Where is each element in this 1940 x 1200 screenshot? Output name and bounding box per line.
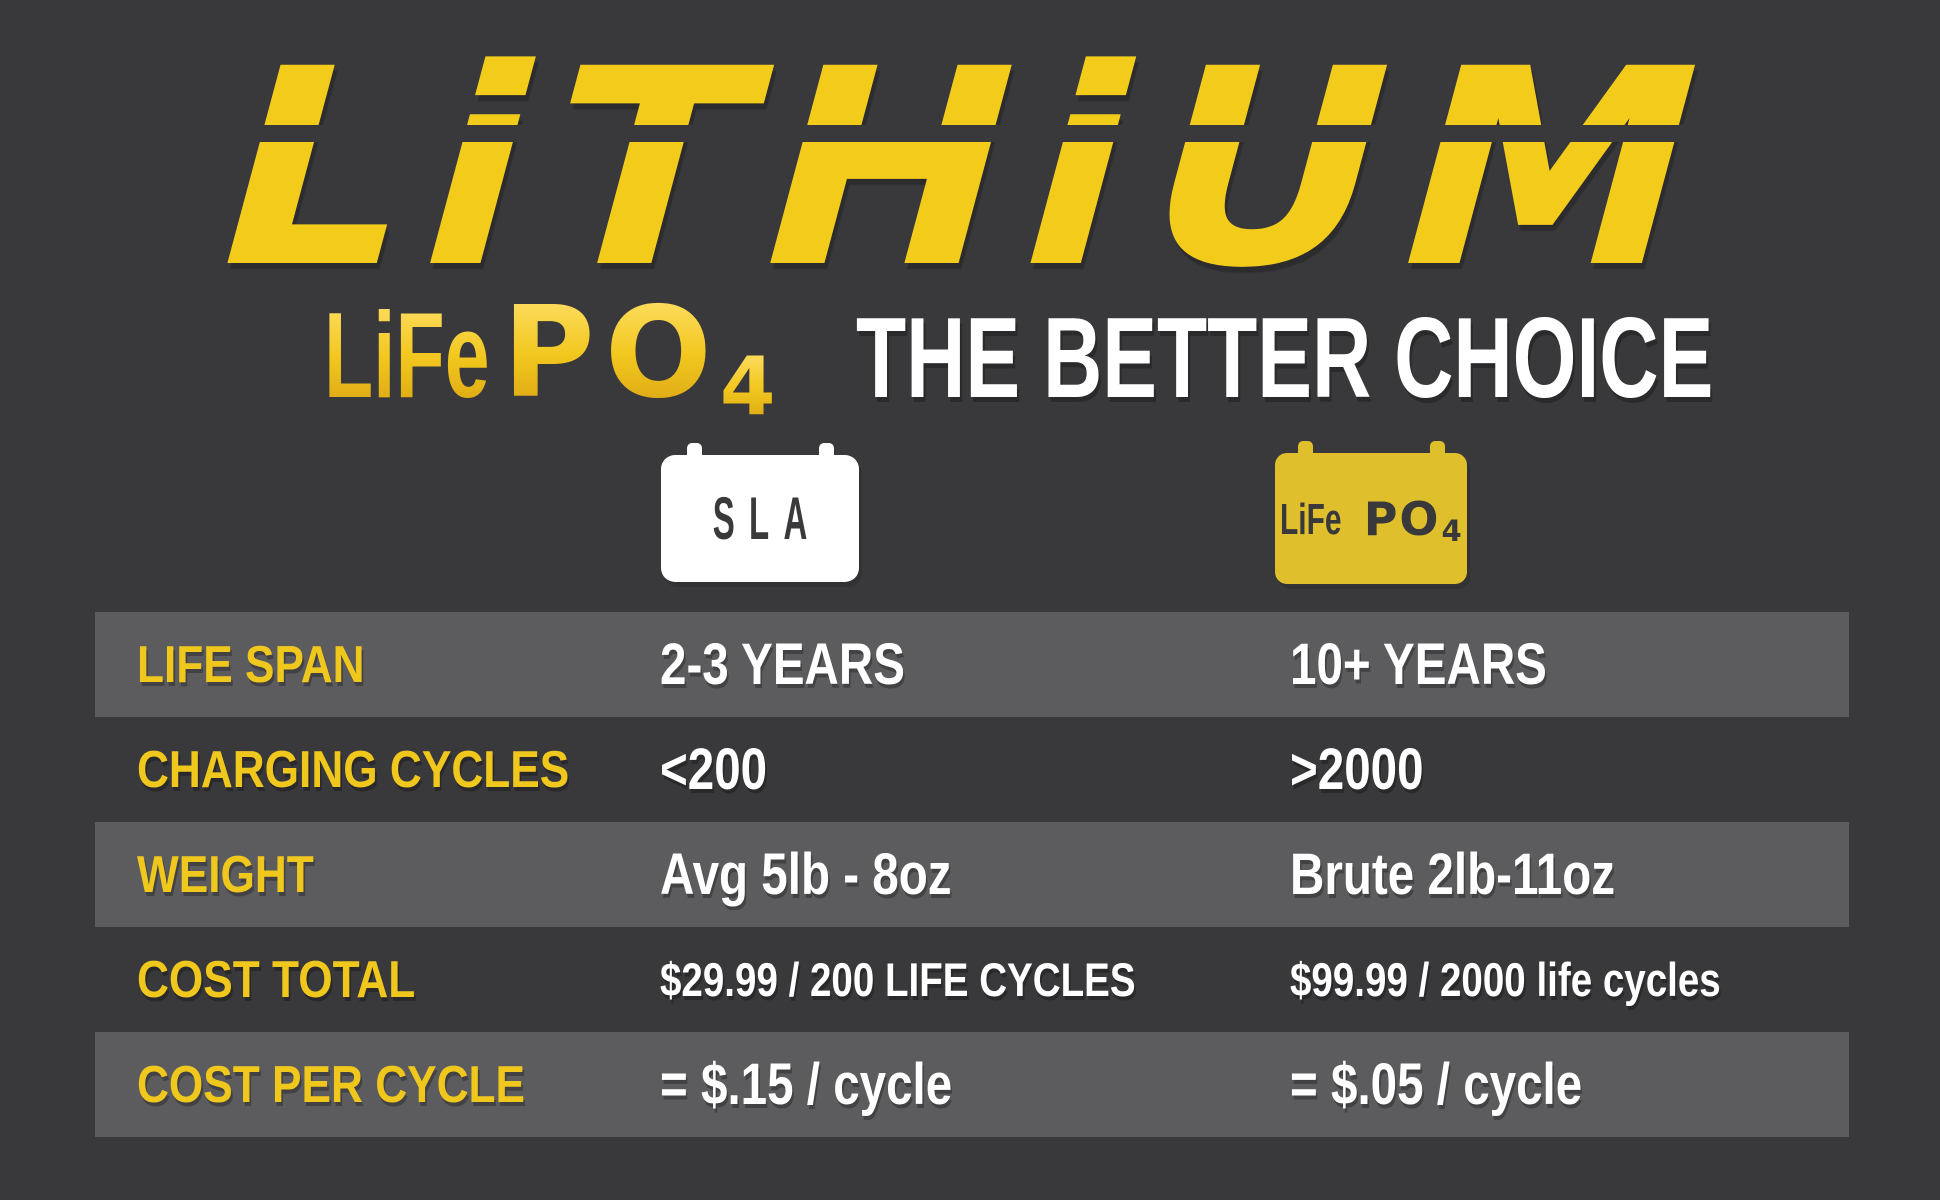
logo-po-text: PO [502,279,722,426]
table-row-cost-total: COST TOTAL $29.99 / 200 LIFE CYCLES $99.… [95,927,1849,1032]
lifepo4-value: >2000 [1290,736,1424,802]
table-row-cost-per-cycle: COST PER CYCLE = $.15 / cycle = $.05 / c… [95,1032,1849,1137]
sla-battery-icon: SLA [661,443,859,582]
row-label: LIFE SPAN [137,635,365,694]
lifepo4-value: Brute 2lb-11oz [1290,841,1616,907]
sla-value: <200 [660,736,768,802]
row-label: COST PER CYCLE [137,1055,526,1114]
mini-logo-po: PO [1363,491,1441,546]
sla-value: $29.99 / 200 LIFE CYCLES [660,953,1136,1006]
lifepo4-value: $99.99 / 2000 life cycles [1290,953,1721,1006]
stencil-cut-stripe [0,125,1940,142]
row-label: WEIGHT [137,845,314,904]
sla-value: Avg 5lb - 8oz [660,841,952,907]
logo-subscript: 4 [719,340,776,433]
lifepo4-value: = $.05 / cycle [1290,1051,1583,1117]
table-row-weight: WEIGHT Avg 5lb - 8oz Brute 2lb-11oz [95,822,1849,927]
row-label: CHARGING CYCLES [137,740,570,799]
mini-logo-subscript: 4 [1441,513,1462,548]
logo-life-text: LiFe [324,287,490,423]
lifepo4-value: 10+ YEARS [1290,631,1547,697]
title-text: LiTHiUM [183,12,1757,328]
lifepo4-battery-label: LiFe PO 4 [1280,491,1461,546]
battery-terminal-icon [1430,441,1445,455]
comparison-table: LIFE SPAN 2-3 YEARS 10+ YEARS CHARGING C… [95,612,1849,1137]
tagline: THE BETTER CHOICE [855,295,1713,422]
battery-terminal-icon [819,443,834,457]
title-lithium: LiTHiUM [0,12,1940,328]
sla-value: 2-3 YEARS [660,631,905,697]
battery-terminal-icon [1298,441,1313,455]
sla-battery-label: SLA [712,485,822,552]
row-label: COST TOTAL [137,950,416,1009]
subtitle-row: LiFe PO 4 THE BETTER CHOICE [0,279,1940,427]
mini-logo-life: LiFe [1280,494,1342,544]
lifepo4-battery-icon: LiFe PO 4 [1275,441,1467,584]
lifepo4-logo: LiFe PO 4 [324,279,775,427]
table-row-charging-cycles: CHARGING CYCLES <200 >2000 [95,717,1849,822]
sla-value: = $.15 / cycle [660,1051,953,1117]
battery-terminal-icon [687,443,702,457]
table-row-life-span: LIFE SPAN 2-3 YEARS 10+ YEARS [95,612,1849,717]
